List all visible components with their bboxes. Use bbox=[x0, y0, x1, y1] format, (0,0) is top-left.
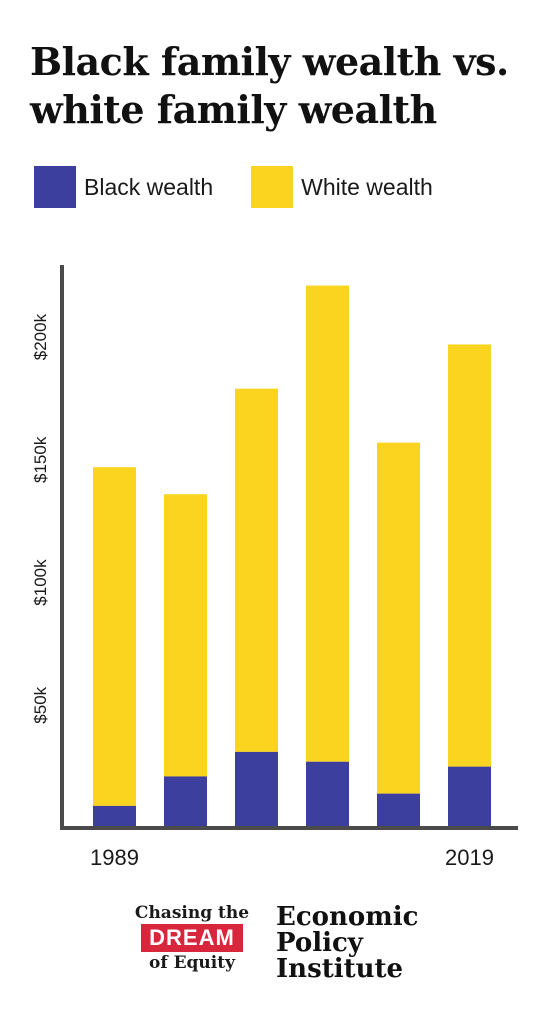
bar-black-5 bbox=[448, 766, 491, 828]
legend-label-white: White wealth bbox=[301, 173, 433, 200]
chasing-the-dream-logo: Chasing the DREAM of Equity bbox=[122, 902, 262, 974]
chart-title: Black family wealth vs. white family wea… bbox=[30, 38, 530, 134]
bar-white-3 bbox=[306, 285, 349, 762]
legend-item-white: White wealth bbox=[251, 166, 433, 208]
title-line-2: white family wealth bbox=[30, 87, 437, 132]
y-tick-label-1: $100k bbox=[31, 559, 50, 606]
bar-white-1 bbox=[164, 494, 207, 777]
title-line-1: Black family wealth vs. bbox=[30, 39, 509, 84]
legend-swatch-black bbox=[34, 166, 76, 208]
bar-black-4 bbox=[377, 793, 420, 828]
legend-swatch-white bbox=[251, 166, 294, 208]
dream-logo-word: DREAM bbox=[141, 924, 243, 952]
bar-black-3 bbox=[306, 761, 349, 828]
bar-black-0 bbox=[93, 805, 136, 828]
epi-logo-line-3: Institute bbox=[276, 954, 404, 984]
y-tick-label-0: $50k bbox=[31, 686, 50, 723]
legend-item-black: Black wealth bbox=[34, 166, 213, 208]
bar-black-1 bbox=[164, 776, 207, 828]
bar-white-4 bbox=[377, 442, 420, 794]
legend: Black wealth White wealth bbox=[34, 166, 471, 208]
bar-white-0 bbox=[93, 467, 136, 806]
bar-white-2 bbox=[235, 388, 278, 752]
y-tick-label-2: $150k bbox=[31, 436, 50, 483]
epi-logo-line-2: Policy bbox=[276, 928, 363, 958]
x-tick-label-0: 1989 bbox=[90, 845, 139, 870]
bar-black-2 bbox=[235, 751, 278, 828]
dream-logo-line-1: Chasing the bbox=[134, 903, 250, 923]
epi-logo: Economic Policy Institute bbox=[276, 904, 418, 982]
x-tick-label-5: 2019 bbox=[445, 845, 494, 870]
dream-logo-line-3: of Equity bbox=[149, 953, 235, 973]
epi-logo-line-1: Economic bbox=[276, 902, 419, 932]
y-tick-label-3: $200k bbox=[31, 313, 50, 360]
legend-label-black: Black wealth bbox=[84, 173, 214, 200]
footer: Chasing the DREAM of Equity Economic Pol… bbox=[0, 898, 547, 998]
bar-white-5 bbox=[448, 344, 491, 767]
bar-chart: 1989 2019 $50k $100k $150k $200k bbox=[31, 265, 518, 870]
